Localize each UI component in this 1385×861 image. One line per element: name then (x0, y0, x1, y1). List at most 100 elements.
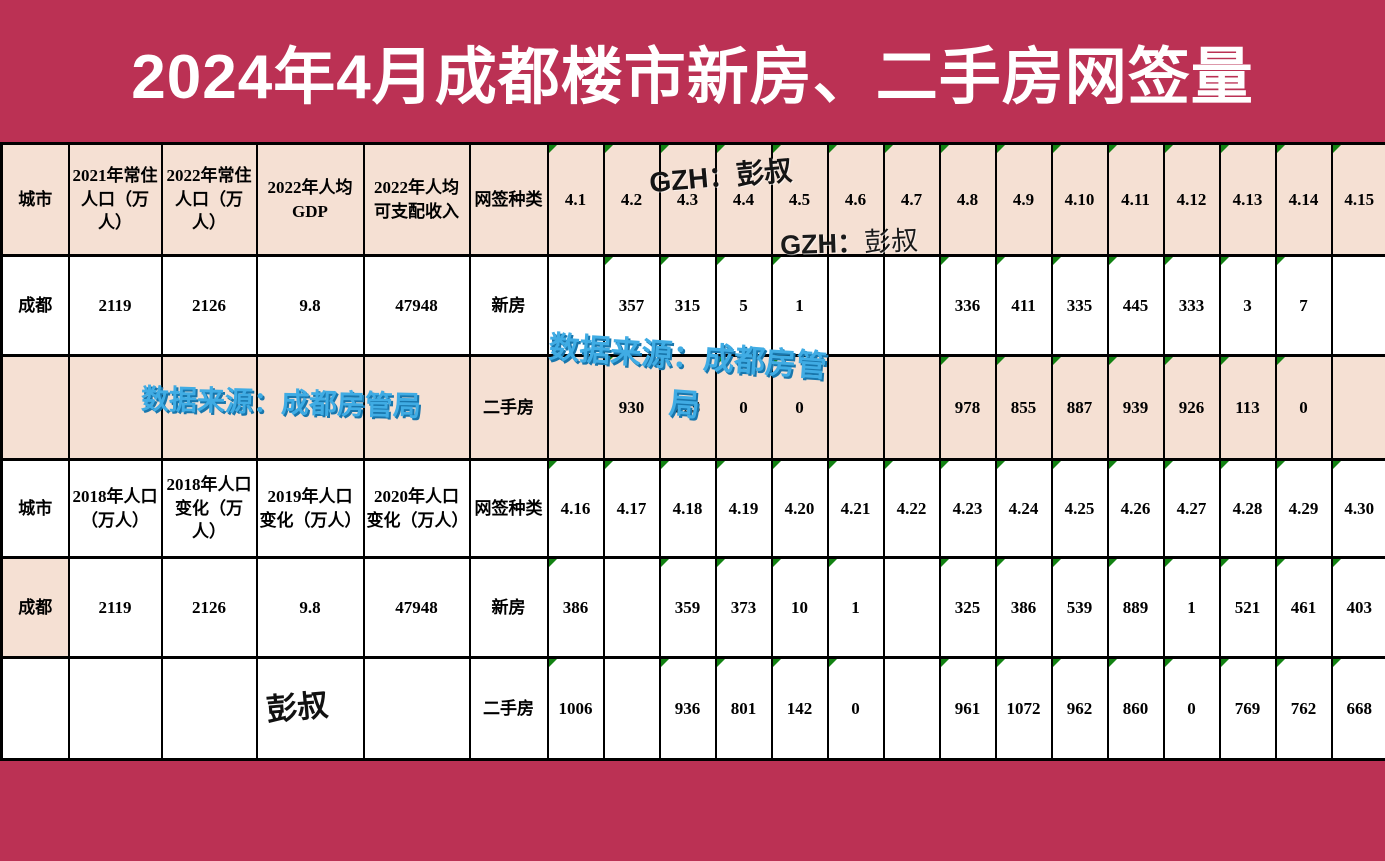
comment-triangle-icon (717, 146, 725, 153)
data-cell: 1072 (994, 656, 1053, 761)
data-cell: 539 (1050, 556, 1109, 659)
comment-triangle-icon (941, 358, 949, 365)
data-cell: 0 (714, 354, 773, 461)
data-cell: 386 (994, 556, 1053, 659)
header-cell: 4.6 (826, 142, 885, 257)
comment-triangle-icon (997, 560, 1005, 567)
comment-triangle-icon (829, 146, 837, 153)
data-cell (1330, 254, 1385, 357)
data-cell: 762 (1274, 656, 1333, 761)
data-cell: 0 (1162, 656, 1221, 761)
header-cell: 2018年人口变化（万人） (160, 458, 258, 559)
comment-triangle-icon (661, 560, 669, 567)
data-cell: 445 (1106, 254, 1165, 357)
header-cell: 4.23 (938, 458, 997, 559)
data-cell: 1 (770, 254, 829, 357)
data-cell: 860 (1106, 656, 1165, 761)
comment-triangle-icon (605, 258, 613, 265)
comment-triangle-icon (717, 660, 725, 667)
data-cell: 521 (1218, 556, 1277, 659)
comment-triangle-icon (1109, 258, 1117, 265)
comment-triangle-icon (1221, 258, 1229, 265)
data-cell: 962 (1050, 656, 1109, 761)
header-cell: 2020年人口变化（万人） (362, 458, 471, 559)
comment-triangle-icon (1165, 462, 1173, 469)
comment-triangle-icon (1053, 146, 1061, 153)
data-cell: 936 (658, 656, 717, 761)
data-cell (0, 656, 70, 761)
comment-triangle-icon (549, 462, 557, 469)
header-cell: 4.2 (602, 142, 661, 257)
signings-table: 城市 2021年常住人口（万人） 2022年常住人口（万人） 2022年人均GDP 20… (0, 142, 1385, 761)
data-cell: 二手房 (468, 354, 549, 461)
data-cell: 新房 (468, 556, 549, 659)
comment-triangle-icon (829, 560, 837, 567)
comment-triangle-icon (661, 358, 669, 365)
data-cell (882, 656, 941, 761)
data-cell (255, 354, 365, 461)
header-cell: 2022年常住人口（万人） (160, 142, 258, 257)
data-cell (67, 354, 163, 461)
comment-triangle-icon (773, 462, 781, 469)
data-cell: 335 (1050, 254, 1109, 357)
data-cell (826, 354, 885, 461)
data-cell: 0 (770, 354, 829, 461)
comment-triangle-icon (1053, 560, 1061, 567)
comment-triangle-icon (605, 358, 613, 365)
data-cell (160, 354, 258, 461)
header-cell: 2022年人均GDP (255, 142, 365, 257)
comment-triangle-icon (717, 258, 725, 265)
data-cell: 357 (602, 254, 661, 357)
comment-triangle-icon (1333, 560, 1341, 567)
data-cell: 5 (714, 254, 773, 357)
comment-triangle-icon (1221, 660, 1229, 667)
data-cell: 801 (714, 656, 773, 761)
comment-triangle-icon (1165, 358, 1173, 365)
header-cell: 4.27 (1162, 458, 1221, 559)
comment-triangle-icon (1053, 462, 1061, 469)
data-cell: 336 (938, 254, 997, 357)
header-cell: 4.7 (882, 142, 941, 257)
comment-triangle-icon (1221, 560, 1229, 567)
header-cell: 网签种类 (468, 142, 549, 257)
data-cell: 315 (658, 254, 717, 357)
header-cell: 4.14 (1274, 142, 1333, 257)
data-cell (67, 656, 163, 761)
comment-triangle-icon (717, 560, 725, 567)
data-cell (362, 656, 471, 761)
data-cell: 889 (1106, 556, 1165, 659)
comment-triangle-icon (549, 560, 557, 567)
data-cell: 2119 (67, 556, 163, 659)
data-cell: 930 (602, 354, 661, 461)
comment-triangle-icon (1277, 358, 1285, 365)
comment-triangle-icon (773, 358, 781, 365)
header-cell: 4.1 (546, 142, 605, 257)
data-cell: 926 (1162, 354, 1221, 461)
header-cell: 4.28 (1218, 458, 1277, 559)
data-cell (826, 254, 885, 357)
comment-triangle-icon (773, 258, 781, 265)
data-cell: 403 (1330, 556, 1385, 659)
comment-triangle-icon (1165, 258, 1173, 265)
comment-triangle-icon (549, 146, 557, 153)
comment-triangle-icon (717, 358, 725, 365)
comment-triangle-icon (1053, 358, 1061, 365)
data-cell: 1 (1162, 556, 1221, 659)
comment-triangle-icon (773, 660, 781, 667)
data-cell: 9.8 (255, 556, 365, 659)
header-cell: 4.18 (658, 458, 717, 559)
data-cell: 461 (1274, 556, 1333, 659)
header-cell: 4.5 (770, 142, 829, 257)
header-cell: 4.16 (546, 458, 605, 559)
data-cell (602, 556, 661, 659)
data-cell: 325 (938, 556, 997, 659)
header-row: 城市 2018年人口（万人） 2018年人口变化（万人） 2019年人口变化（万人） 2… (0, 458, 1385, 559)
comment-triangle-icon (661, 146, 669, 153)
comment-triangle-icon (1165, 560, 1173, 567)
data-cell (255, 656, 365, 761)
comment-triangle-icon (1109, 462, 1117, 469)
comment-triangle-icon (1109, 660, 1117, 667)
comment-triangle-icon (1277, 660, 1285, 667)
header-cell: 城市 (0, 458, 70, 559)
